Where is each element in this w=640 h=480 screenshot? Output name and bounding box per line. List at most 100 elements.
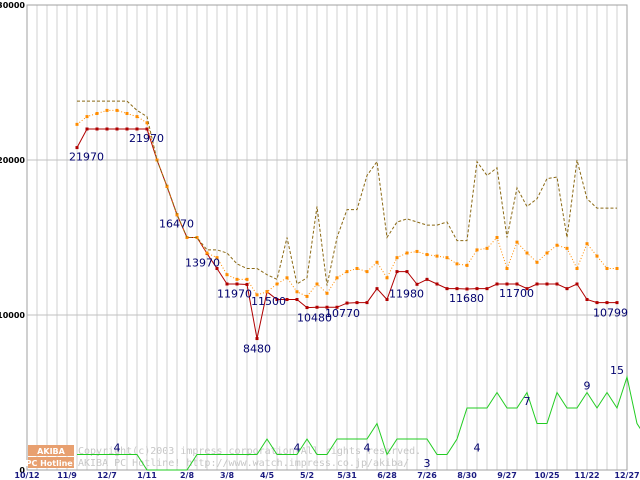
avg_price-point bbox=[175, 213, 179, 217]
min_price-point bbox=[385, 298, 389, 301]
min_price-point bbox=[275, 298, 279, 301]
avg_price-point bbox=[465, 263, 469, 267]
min_price-point bbox=[345, 301, 349, 305]
min_price-point bbox=[535, 282, 539, 286]
min_price-point bbox=[325, 305, 329, 309]
min_price-point bbox=[615, 301, 619, 305]
avg_price-point bbox=[515, 240, 519, 244]
avg_price-point bbox=[245, 277, 249, 281]
count-label: 3 bbox=[424, 457, 431, 470]
avg_price-point bbox=[595, 254, 599, 258]
min_price-point bbox=[95, 127, 99, 131]
min_price-point bbox=[125, 127, 129, 131]
min_price-point bbox=[215, 267, 219, 270]
y-tick-label: 30000 bbox=[0, 1, 25, 10]
avg_price-point bbox=[115, 108, 119, 112]
y-tick-label: 0 bbox=[19, 466, 25, 475]
avg_price-point bbox=[455, 262, 459, 266]
x-tick-label: 12/7 bbox=[97, 471, 117, 480]
min_price-point bbox=[135, 127, 139, 131]
avg_price-point bbox=[205, 251, 209, 255]
min_price-point bbox=[425, 277, 429, 281]
avg_price-point bbox=[185, 236, 189, 239]
price-label: 10799 bbox=[593, 307, 628, 320]
price-label: 10770 bbox=[325, 307, 360, 320]
min_price-point bbox=[585, 298, 589, 301]
watermark: AKIBA PC Hotline! Copyright(c)2003 impre… bbox=[26, 445, 421, 469]
avg_price-point bbox=[355, 267, 359, 270]
copyright-line: Copyright(c)2003 impress corporation All… bbox=[78, 446, 421, 457]
x-tick-label: 10/25 bbox=[534, 471, 560, 480]
min_price-point bbox=[115, 127, 119, 131]
price-label: 13970 bbox=[185, 256, 220, 269]
avg_price-point bbox=[365, 270, 369, 274]
min_price-point bbox=[105, 127, 109, 131]
avg_price-point bbox=[565, 246, 569, 250]
min_price-point bbox=[445, 287, 449, 291]
x-tick-label: 11/9 bbox=[57, 471, 77, 480]
price-label: 8480 bbox=[243, 343, 271, 356]
avg_price-point bbox=[235, 277, 239, 281]
x-tick-label: 4/5 bbox=[260, 471, 274, 480]
min_price-point bbox=[575, 282, 579, 286]
price-label: 11500 bbox=[251, 295, 286, 308]
avg_price-point bbox=[135, 115, 139, 119]
price-label: 10480 bbox=[297, 312, 332, 325]
min_price-point bbox=[605, 301, 609, 305]
min_price-point bbox=[495, 282, 499, 286]
count-label: 7 bbox=[524, 395, 531, 408]
price-label: 11980 bbox=[389, 287, 424, 300]
x-tick-label: 10/12 bbox=[14, 471, 39, 480]
logo-bottom-box bbox=[28, 457, 74, 468]
logo-bottom-text: PC Hotline! bbox=[26, 459, 77, 468]
avg_price-point bbox=[255, 293, 259, 297]
x-tick-label: 9/27 bbox=[497, 471, 517, 480]
avg_price-point bbox=[265, 290, 269, 294]
avg_price-point bbox=[605, 267, 609, 270]
avg_price-point bbox=[395, 256, 399, 260]
avg_price-point bbox=[575, 267, 579, 270]
avg_price-point bbox=[305, 294, 309, 298]
logo-top-text: AKIBA bbox=[37, 447, 65, 456]
avg_price-point bbox=[85, 115, 89, 119]
avg_price-point bbox=[415, 249, 419, 253]
min_price-point bbox=[435, 282, 439, 286]
x-tick-label: 3/8 bbox=[220, 471, 234, 480]
avg_price-point bbox=[535, 260, 539, 264]
x-tick-label: 6/28 bbox=[377, 471, 397, 480]
min_price-point bbox=[455, 287, 459, 291]
price-label: 21970 bbox=[69, 151, 104, 164]
min_price-point bbox=[355, 301, 359, 305]
min_price-point bbox=[145, 127, 149, 131]
avg_price-point bbox=[525, 251, 529, 255]
x-tick-label: 5/31 bbox=[337, 471, 357, 480]
count-label: 4 bbox=[294, 442, 301, 455]
avg_price-point bbox=[615, 267, 619, 270]
avg_price-point bbox=[295, 290, 299, 294]
avg_price-point bbox=[555, 243, 559, 247]
avg_price-point bbox=[385, 276, 389, 280]
min_price-point bbox=[595, 301, 599, 305]
avg_price-point bbox=[345, 270, 349, 274]
site-line: AKIBA PC Hotline! http://www.watch.impre… bbox=[78, 458, 409, 469]
series-layer bbox=[75, 100, 640, 471]
avg_price-point bbox=[225, 273, 229, 277]
x-tick-label: 7/26 bbox=[417, 471, 437, 480]
min_price-point bbox=[295, 298, 299, 301]
count-label: 4 bbox=[364, 442, 371, 455]
avg_price-point bbox=[585, 242, 589, 246]
min_price-point bbox=[525, 287, 529, 291]
plot-frame bbox=[26, 4, 628, 471]
avg_price-point bbox=[315, 282, 319, 286]
price-label: 21970 bbox=[129, 132, 164, 145]
avg_price-point bbox=[545, 251, 549, 255]
avg_price-point bbox=[105, 108, 109, 112]
x-tick-label: 2/8 bbox=[180, 471, 194, 480]
min_price-point bbox=[465, 287, 469, 291]
count-label: 15 bbox=[610, 364, 624, 377]
min_price-point bbox=[375, 287, 379, 291]
series-line-max_price bbox=[77, 100, 617, 286]
logo-top-box bbox=[28, 445, 74, 456]
avg_price-point bbox=[435, 254, 439, 258]
avg_price-point bbox=[445, 256, 449, 260]
